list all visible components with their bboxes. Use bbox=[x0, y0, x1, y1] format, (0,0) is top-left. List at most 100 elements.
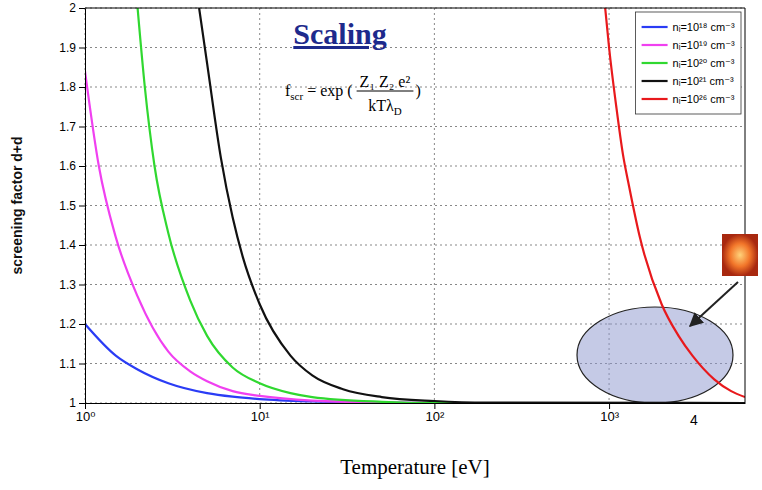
y-tick: 1.5 bbox=[59, 199, 85, 213]
y-tick-label: 1.9 bbox=[59, 41, 76, 55]
legend-swatch bbox=[642, 62, 668, 64]
y-tick: 1.2 bbox=[59, 317, 85, 331]
series-line bbox=[138, 8, 745, 403]
y-axis: 1 1.1 1.2 1.3 1.4 1.5 1.6 1.7 1.8 1.9 2 bbox=[59, 1, 85, 410]
x-axis-line bbox=[86, 403, 746, 404]
formula-operator: = exp ( bbox=[307, 82, 352, 100]
y-tick-mark bbox=[79, 166, 85, 167]
series-line bbox=[85, 71, 745, 403]
y-tick-label: 1.2 bbox=[59, 317, 76, 331]
legend: nᵢ=10¹⁸ cm⁻³ nᵢ=10¹⁹ cm⁻³ nᵢ=10²⁰ cm⁻³ nᵢ=1… bbox=[636, 12, 741, 114]
legend-item: nᵢ=10²⁶ cm⁻³ bbox=[642, 93, 735, 105]
sun-image bbox=[722, 234, 758, 276]
y-tick: 1.9 bbox=[59, 41, 85, 55]
formula-denominator-main: kTλ bbox=[368, 97, 394, 114]
y-tick: 1.6 bbox=[59, 159, 85, 173]
x-tick-mark bbox=[85, 403, 86, 409]
grid-line-y bbox=[85, 8, 745, 9]
y-tick-label: 1.5 bbox=[59, 199, 76, 213]
legend-swatch bbox=[642, 98, 668, 100]
x-tick: 10¹ bbox=[251, 403, 270, 424]
y-tick-label: 2 bbox=[69, 1, 76, 15]
formula-close: ) bbox=[415, 82, 420, 100]
x-tick-label: 10² bbox=[425, 409, 444, 424]
x-tick-label: 10⁰ bbox=[76, 409, 96, 424]
x-tick-mark bbox=[434, 403, 435, 409]
x-tick: 10⁰ bbox=[76, 403, 96, 424]
formula-denominator: kTλD bbox=[368, 97, 402, 117]
title: Scaling bbox=[293, 17, 386, 50]
y-tick-mark bbox=[79, 403, 85, 404]
y-tick-label: 1 bbox=[69, 396, 76, 410]
y-tick-mark bbox=[79, 48, 85, 49]
legend-item: nᵢ=10²⁰ cm⁻³ bbox=[642, 57, 735, 69]
y-tick: 1.4 bbox=[59, 238, 85, 252]
y-axis-line bbox=[85, 9, 86, 404]
formula-numerator: Z₁ Z₂ e² bbox=[360, 73, 411, 90]
x-tick-mark bbox=[609, 403, 610, 409]
legend-swatch bbox=[642, 44, 668, 46]
y-tick-label: 1.3 bbox=[59, 278, 76, 292]
y-tick-mark bbox=[79, 206, 85, 207]
formula-lhs-subscript: scr bbox=[290, 90, 303, 102]
grid bbox=[85, 8, 745, 403]
x-tick-label: 10³ bbox=[600, 409, 619, 424]
y-tick-mark bbox=[79, 364, 85, 365]
y-tick-label: 1.8 bbox=[59, 80, 76, 94]
x-tick: 10² bbox=[425, 403, 444, 424]
y-tick-label: 1.1 bbox=[59, 357, 76, 371]
frame bbox=[85, 8, 745, 9]
grid-line-y bbox=[85, 245, 745, 246]
y-tick: 2 bbox=[69, 1, 85, 15]
x-axis: 10⁰ 10¹ 10² 10³ bbox=[76, 403, 746, 424]
legend-label: nᵢ=10²⁰ cm⁻³ bbox=[673, 57, 735, 69]
y-tick-label: 1.4 bbox=[59, 238, 76, 252]
y-tick: 1 bbox=[69, 396, 85, 410]
y-tick: 1.1 bbox=[59, 357, 85, 371]
y-tick-mark bbox=[79, 127, 85, 128]
legend-item: nᵢ=10²¹ cm⁻³ bbox=[642, 75, 734, 87]
legend-swatch bbox=[642, 26, 668, 28]
y-tick-mark bbox=[79, 285, 85, 286]
grid-line-y bbox=[85, 166, 745, 167]
y-tick-label: 1.6 bbox=[59, 159, 76, 173]
formula-denominator-subscript: D bbox=[394, 105, 402, 117]
y-tick-mark bbox=[79, 87, 85, 88]
formula-left: fscr= exp ( bbox=[285, 82, 353, 102]
frame bbox=[745, 8, 746, 403]
x-tick-mark bbox=[260, 403, 261, 409]
x-tick-label: 10¹ bbox=[251, 409, 270, 424]
legend-box bbox=[636, 12, 741, 114]
formula-fraction-bar bbox=[357, 91, 414, 92]
y-tick-mark bbox=[79, 245, 85, 246]
grid-line-x bbox=[434, 8, 435, 403]
series-line bbox=[605, 8, 745, 397]
legend-item: nᵢ=10¹⁹ cm⁻³ bbox=[642, 39, 735, 51]
series-line bbox=[85, 324, 745, 403]
legend-label: nᵢ=10²¹ cm⁻³ bbox=[673, 75, 734, 87]
legend-swatch bbox=[642, 80, 668, 82]
arrow bbox=[690, 282, 738, 326]
grid-line-y bbox=[85, 205, 745, 206]
legend-label: nᵢ=10¹⁹ cm⁻³ bbox=[673, 39, 735, 51]
chart: 10⁰ 10¹ 10² 10³ 1 1.1 1.2 1.3 1.4 1.5 1.6 1.7 1.8 1.9… bbox=[0, 0, 762, 490]
series-line bbox=[199, 8, 745, 403]
y-tick: 1.7 bbox=[59, 120, 85, 134]
y-axis-title: screening factor d+d bbox=[9, 136, 25, 274]
y-tick: 1.3 bbox=[59, 278, 85, 292]
y-tick-mark bbox=[79, 8, 85, 9]
series-lines bbox=[85, 8, 745, 403]
background bbox=[0, 0, 762, 490]
legend-item: nᵢ=10¹⁸ cm⁻³ bbox=[642, 21, 735, 33]
x-tick: 10³ bbox=[600, 403, 619, 424]
y-tick-label: 1.7 bbox=[59, 120, 76, 134]
x-axis-title: Temperature [eV] bbox=[340, 455, 490, 479]
legend-label: nᵢ=10¹⁸ cm⁻³ bbox=[673, 21, 735, 33]
highlight-ellipse bbox=[577, 307, 733, 403]
plot: 10⁰ 10¹ 10² 10³ 1 1.1 1.2 1.3 1.4 1.5 1.6 1.7 1.8 1.9… bbox=[59, 1, 745, 424]
legend-label: nᵢ=10²⁶ cm⁻³ bbox=[673, 93, 735, 105]
y-tick: 1.8 bbox=[59, 80, 85, 94]
annotation: 4 bbox=[690, 412, 698, 428]
grid-line-y bbox=[85, 126, 745, 127]
y-tick-mark bbox=[79, 324, 85, 325]
